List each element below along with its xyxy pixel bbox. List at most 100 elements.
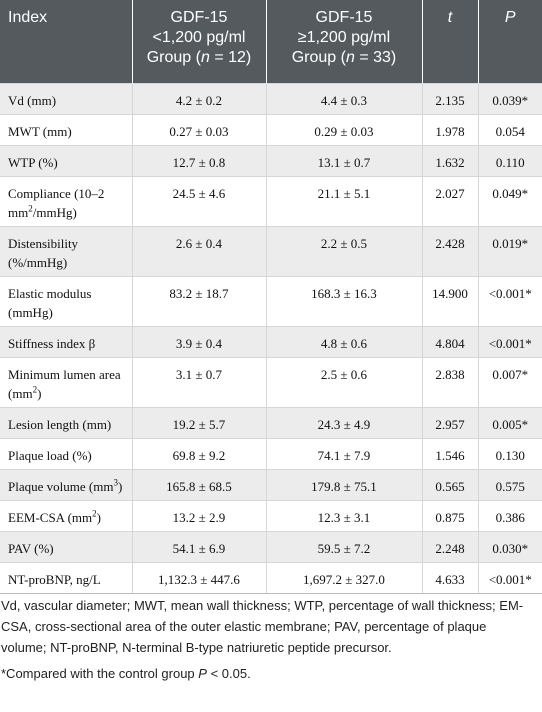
t-cell: 4.633 [421,561,478,594]
footnote-significance: *Compared with the control group P < 0.0… [1,663,535,684]
p-cell: 0.049* [477,175,542,226]
group1-cell: 83.2 ± 18.7 [131,275,266,326]
group2-cell: 4.4 ± 0.3 [265,82,422,114]
index-superscript: 2 [92,508,97,519]
t-cell: 2.957 [421,406,478,438]
p-cell: 0.054 [477,113,542,145]
table-row: EEM-CSA (mm2) 13.2 ± 2.9 12.3 ± 3.1 0.875 0.… [0,499,542,531]
p-cell: 0.030* [477,530,542,562]
t-cell: 2.027 [421,175,478,226]
t-cell: 2.428 [421,225,478,276]
index-cell: Stiffness index β [0,325,132,357]
results-table: Index GDF-15 <1,200 pg/ml Group (n = 12)… [0,0,542,594]
group2-cell: 0.29 ± 0.03 [265,113,422,145]
index-superscript: 2 [28,203,33,214]
index-label: EEM-CSA (mm [8,509,93,525]
table-row: Compliance (10–2 mm2/mmHg) 24.5 ± 4.6 21.1… [0,175,542,226]
index-cell: EEM-CSA (mm2) [0,499,132,531]
group1-cell: 24.5 ± 4.6 [131,175,266,226]
group1-cell: 3.9 ± 0.4 [131,325,266,357]
table-row: Distensibility (%/mmHg) 2.6 ± 0.4 2.2 ± 0.… [0,225,542,276]
header-group1-line3-pre: Group ( [146,49,201,66]
index-superscript: 3 [113,477,118,488]
header-row: Index GDF-15 <1,200 pg/ml Group (n = 12)… [0,0,542,83]
p-cell: 0.386 [477,499,542,531]
header-group2-line1: GDF-15 [315,9,373,26]
index-cell: Lesion length (mm) [0,406,132,438]
table-row: Plaque load (%) 69.8 ± 9.2 74.1 ± 7.9 1.546… [0,437,542,469]
index-label: Minimum lumen area (mm [8,366,121,401]
group2-cell: 179.8 ± 75.1 [265,468,422,500]
index-label-suffix: /mmHg) [32,204,77,220]
table-row: WTP (%) 12.7 ± 0.8 13.1 ± 0.7 1.632 0.110 [0,144,542,176]
header-group1-line1: GDF-15 [170,9,228,26]
header-group2-line2: ≥1,200 pg/ml [297,29,391,46]
p-cell: 0.007* [477,356,542,407]
index-cell: Plaque load (%) [0,437,132,469]
header-t-label: t [447,9,453,26]
header-group1: GDF-15 <1,200 pg/ml Group (n = 12) [131,0,266,83]
index-label: Compliance (10–2 mm [8,185,105,220]
t-cell: 2.135 [421,82,478,114]
index-cell: Distensibility (%/mmHg) [0,225,132,276]
group2-cell: 74.1 ± 7.9 [265,437,422,469]
index-label-suffix: ) [96,509,101,525]
group1-cell: 1,132.3 ± 447.6 [131,561,266,594]
group1-cell: 12.7 ± 0.8 [131,144,266,176]
index-label-suffix: ) [37,385,42,401]
p-cell: <0.001* [477,275,542,326]
header-group1-line2: <1,200 pg/ml [152,29,246,46]
table-footnotes: Vd, vascular diameter; MWT, mean wall th… [0,595,535,684]
group2-cell: 21.1 ± 5.1 [265,175,422,226]
table-row: Vd (mm) 4.2 ± 0.2 4.4 ± 0.3 2.135 0.039* [0,82,542,114]
group1-cell: 13.2 ± 2.9 [131,499,266,531]
table-row: Minimum lumen area (mm2) 3.1 ± 0.7 2.5 ± 0… [0,356,542,407]
table-row: NT-proBNP, ng/L 1,132.3 ± 447.6 1,697.2 ± … [0,561,542,594]
p-cell: 0.019* [477,225,542,276]
header-group2-line3-pre: Group ( [291,49,346,66]
group1-cell: 3.1 ± 0.7 [131,356,266,407]
group1-cell: 4.2 ± 0.2 [131,82,266,114]
header-index: Index [0,0,132,83]
index-cell: Compliance (10–2 mm2/mmHg) [0,175,132,226]
header-group1-n: n [200,49,210,66]
index-cell: Vd (mm) [0,82,132,114]
group2-cell: 2.5 ± 0.6 [265,356,422,407]
group2-cell: 168.3 ± 16.3 [265,275,422,326]
header-index-label: Index [8,9,48,26]
t-cell: 2.838 [421,356,478,407]
p-cell: 0.005* [477,406,542,438]
table-row: Elastic modulus (mmHg) 83.2 ± 18.7 168.3 ±… [0,275,542,326]
table-row: Lesion length (mm) 19.2 ± 5.7 24.3 ± 4.9 2.… [0,406,542,438]
header-t: t [421,0,478,83]
group2-cell: 4.8 ± 0.6 [265,325,422,357]
p-cell: <0.001* [477,325,542,357]
table-row: MWT (mm) 0.27 ± 0.03 0.29 ± 0.03 1.978 0.054 [0,113,542,145]
index-label: Plaque volume (mm [8,478,114,494]
group2-cell: 12.3 ± 3.1 [265,499,422,531]
t-cell: 4.804 [421,325,478,357]
group2-cell: 13.1 ± 0.7 [265,144,422,176]
t-cell: 1.546 [421,437,478,469]
group2-cell: 59.5 ± 7.2 [265,530,422,562]
t-cell: 1.978 [421,113,478,145]
t-cell: 0.875 [421,499,478,531]
index-cell: PAV (%) [0,530,132,562]
p-cell: 0.575 [477,468,542,500]
p-cell: 0.110 [477,144,542,176]
table-row: PAV (%) 54.1 ± 6.9 59.5 ± 7.2 2.248 0.030* [0,530,542,562]
footnote-significance-text: *Compared with the control group [1,666,199,681]
p-cell: 0.039* [477,82,542,114]
group1-cell: 0.27 ± 0.03 [131,113,266,145]
index-label-suffix: ) [117,478,123,494]
t-cell: 2.248 [421,530,478,562]
index-cell: WTP (%) [0,144,132,176]
t-cell: 0.565 [421,468,478,500]
p-cell: 0.130 [477,437,542,469]
footnote-significance-p: P [198,666,207,681]
group1-cell: 54.1 ± 6.9 [131,530,266,562]
index-superscript: 2 [32,384,38,395]
table-row: Stiffness index β 3.9 ± 0.4 4.8 ± 0.6 4.804… [0,325,542,357]
footnote-abbreviations: Vd, vascular diameter; MWT, mean wall th… [1,598,524,655]
p-cell: <0.001* [477,561,542,594]
